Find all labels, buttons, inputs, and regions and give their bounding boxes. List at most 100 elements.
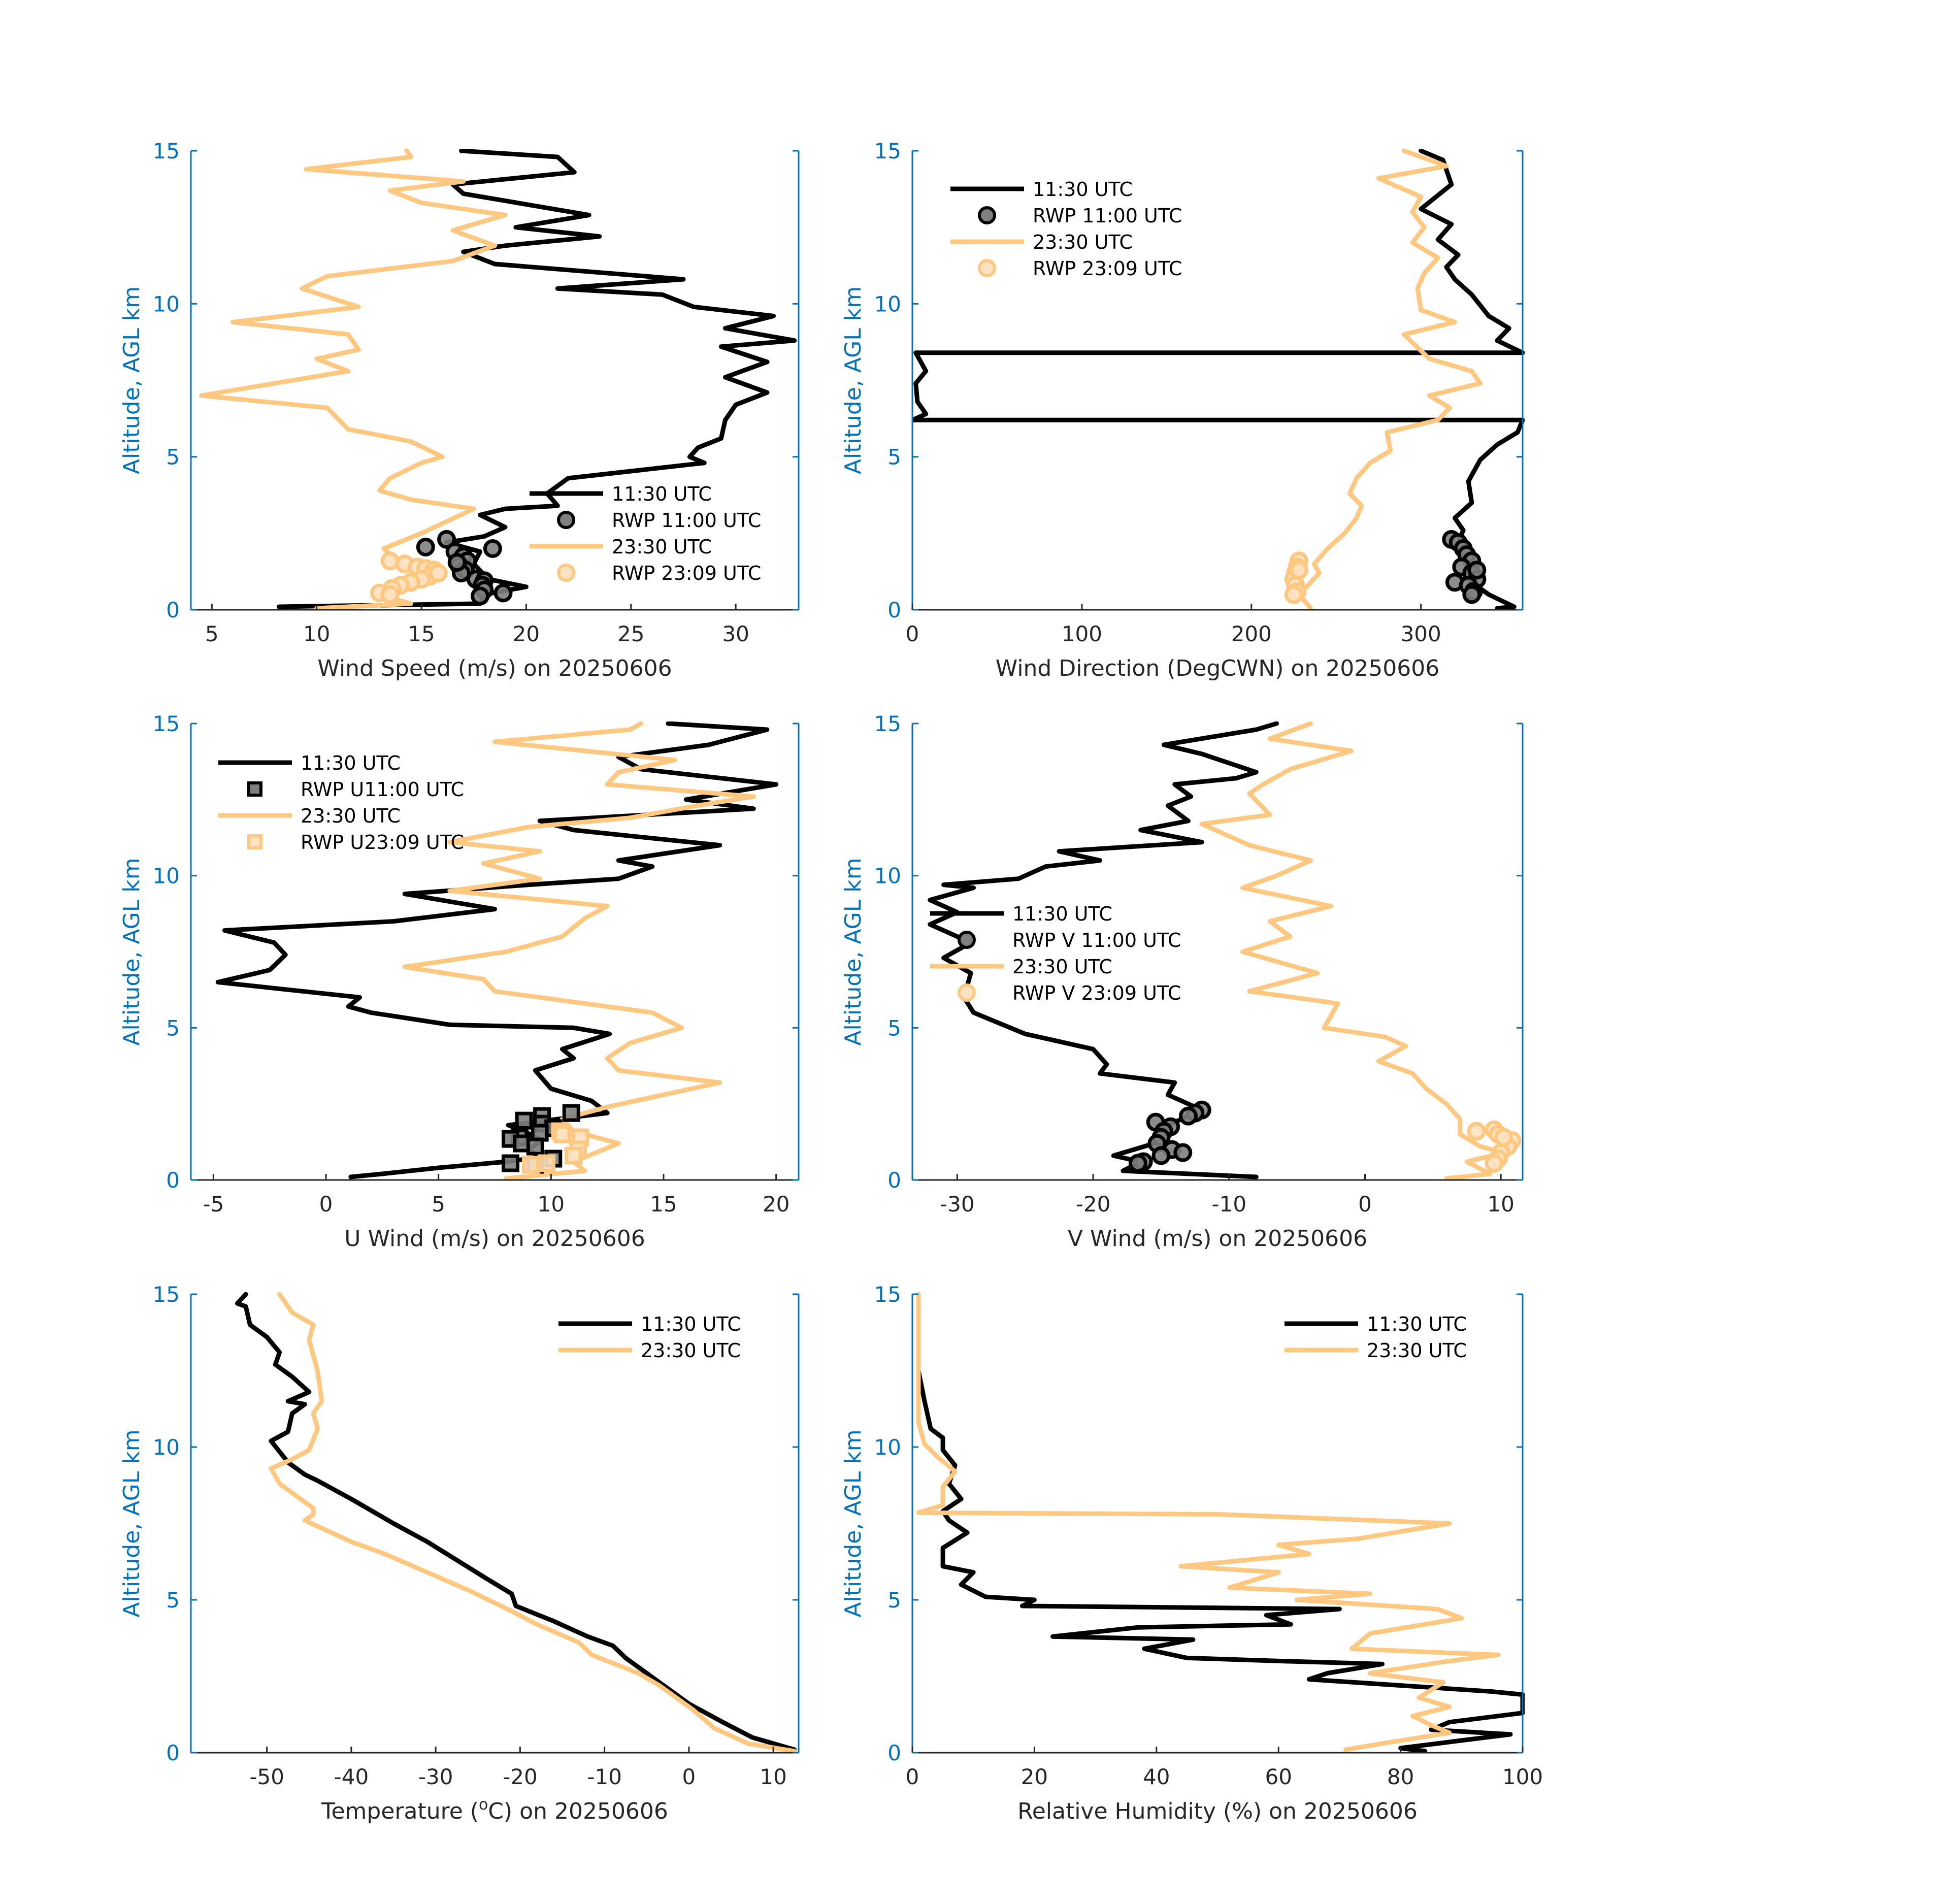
- rwp-marker-2309: [380, 551, 400, 571]
- y-tick-label: 5: [166, 445, 180, 470]
- rwp-marker-1100: [437, 530, 456, 549]
- legend-entry: 23:30 UTC: [950, 231, 1133, 253]
- rwp-marker-1100: [1178, 1106, 1198, 1126]
- rwp-marker-1100: [526, 1137, 544, 1156]
- rwp-marker-1100: [471, 586, 490, 606]
- x-tick-label: 40: [1143, 1764, 1170, 1789]
- rwp-marker-1100: [1151, 1146, 1171, 1165]
- rwp-marker-2309: [565, 1146, 583, 1165]
- panel-temperature: -50 -40 -30 -20 -10 0 10 0 5 10 15 Temperature (oC)…: [119, 1282, 800, 1824]
- x-tick-label: 20: [763, 1192, 789, 1217]
- series-line-1130: [235, 1292, 797, 1752]
- rwp-marker-2309: [1284, 585, 1303, 604]
- series-line-2330: [199, 149, 508, 611]
- legend-marker-circle: [958, 931, 976, 949]
- y-tick-label: 10: [874, 291, 901, 316]
- y-tick-label: 15: [153, 1282, 180, 1307]
- x-tick-label: 25: [617, 621, 644, 646]
- legend-entry: RWP 23:09 UTC: [978, 257, 1182, 280]
- rwp-marker-2309: [380, 585, 400, 604]
- legend-label: 11:30 UTC: [1367, 1313, 1467, 1335]
- legend-entry: 11:30 UTC: [950, 178, 1133, 201]
- x-tick-label: 15: [408, 621, 435, 646]
- y-tick-label: 0: [887, 1741, 901, 1765]
- plot-area: [215, 721, 779, 1181]
- legend-marker-square: [247, 781, 262, 797]
- y-tick-label: 10: [153, 864, 180, 889]
- legend-label: RWP 11:00 UTC: [612, 509, 761, 532]
- legend-entry: RWP V 11:00 UTC: [958, 929, 1181, 951]
- y-axis-label: Altitude, AGL km: [119, 858, 145, 1045]
- legend-entry: 23:30 UTC: [1285, 1339, 1467, 1362]
- legend-marker-circle: [557, 564, 575, 582]
- x-tick-label: 200: [1231, 621, 1272, 646]
- legend-label: RWP 23:09 UTC: [612, 562, 761, 584]
- rwp-marker-1100: [502, 1154, 520, 1172]
- plot-area: [199, 149, 797, 611]
- y-tick-label: 15: [874, 711, 901, 736]
- series-line-2330: [1199, 721, 1506, 1181]
- rwp-marker-2309: [1467, 1122, 1486, 1141]
- y-tick-label: 5: [887, 1588, 901, 1613]
- legend-entry: RWP 11:00 UTC: [978, 205, 1182, 227]
- rwp-marker-2309: [1485, 1154, 1504, 1173]
- y-axis-label: Altitude, AGL km: [840, 1429, 866, 1617]
- legend-entry: 11:30 UTC: [218, 752, 401, 774]
- x-tick-label: 80: [1387, 1764, 1414, 1789]
- legend: 11:30 UTC RWP U11:00 UTC 23:30 UTC RWP U23:…: [218, 752, 464, 853]
- x-tick-label: -10: [587, 1764, 622, 1789]
- rwp-marker-1100: [1462, 585, 1482, 604]
- legend: 11:30 UTC 23:30 UTC: [1285, 1313, 1467, 1362]
- legend-label: RWP V 11:00 UTC: [1012, 929, 1181, 951]
- legend-label: 23:30 UTC: [612, 536, 712, 558]
- legend-entry: 23:30 UTC: [218, 805, 401, 827]
- rwp-marker-1100: [1173, 1143, 1193, 1162]
- rwp-marker-2309: [553, 1125, 571, 1143]
- y-tick-label: 15: [153, 139, 180, 163]
- legend: 11:30 UTC RWP 11:00 UTC 23:30 UTC RWP 23:09…: [530, 483, 761, 584]
- x-tick-label: 5: [432, 1192, 445, 1217]
- series-line-2330: [916, 1292, 1501, 1752]
- rwp-marker-1100: [562, 1104, 580, 1122]
- y-tick-label: 10: [874, 864, 901, 889]
- rwp-marker-1100: [1128, 1154, 1147, 1173]
- legend-label: 23:30 UTC: [301, 805, 401, 827]
- series-line-2330: [402, 721, 756, 1181]
- x-tick-label: 10: [760, 1764, 786, 1789]
- rwp-marker-2309: [521, 1156, 540, 1174]
- y-axis-label: Altitude, AGL km: [840, 858, 866, 1045]
- x-tick-label: 100: [1062, 621, 1102, 646]
- rwp-marker-2309: [1289, 561, 1308, 580]
- legend-label: 23:30 UTC: [1367, 1339, 1467, 1362]
- y-axis-label: Altitude, AGL km: [840, 286, 866, 474]
- x-tick-label: 0: [1358, 1192, 1372, 1217]
- legend-marker-circle: [557, 511, 575, 529]
- legend-entry: 11:30 UTC: [930, 903, 1112, 925]
- series-line-1130: [276, 149, 797, 609]
- legend-label: 11:30 UTC: [612, 483, 712, 505]
- legend-marker-circle: [978, 206, 996, 224]
- panel-wind-speed: 5 10 15 20 25 30 0 5 10 15 Wind Speed (m/s) on 202…: [119, 139, 800, 681]
- x-tick-label: -10: [1211, 1192, 1246, 1217]
- y-tick-label: 15: [874, 139, 901, 163]
- y-tick-label: 15: [153, 711, 180, 736]
- legend-entry: 11:30 UTC: [530, 483, 712, 505]
- legend-marker-square: [247, 834, 262, 849]
- legend-entry: 23:30 UTC: [930, 956, 1112, 978]
- y-tick-label: 5: [166, 1588, 180, 1613]
- y-tick-label: 10: [153, 291, 180, 316]
- y-tick-label: 15: [874, 1282, 901, 1307]
- legend-label: 11:30 UTC: [1012, 903, 1112, 925]
- x-tick-label: 60: [1265, 1764, 1292, 1789]
- legend-label: RWP 11:00 UTC: [1033, 205, 1182, 227]
- legend-marker-circle: [958, 983, 976, 1002]
- y-tick-label: 10: [874, 1435, 901, 1460]
- panel-relative-humidity: 0 20 40 60 80 100 0 5 10 15 Relative Humidity (%) …: [840, 1282, 1543, 1824]
- legend: 11:30 UTC RWP V 11:00 UTC 23:30 UTC RWP V 2…: [930, 903, 1181, 1004]
- x-tick-label: 20: [513, 621, 540, 646]
- rwp-marker-1100: [1467, 561, 1487, 580]
- series-line-2330: [1296, 149, 1483, 611]
- rwp-marker-1100: [531, 1124, 549, 1142]
- rwp-marker-2309: [537, 1154, 555, 1172]
